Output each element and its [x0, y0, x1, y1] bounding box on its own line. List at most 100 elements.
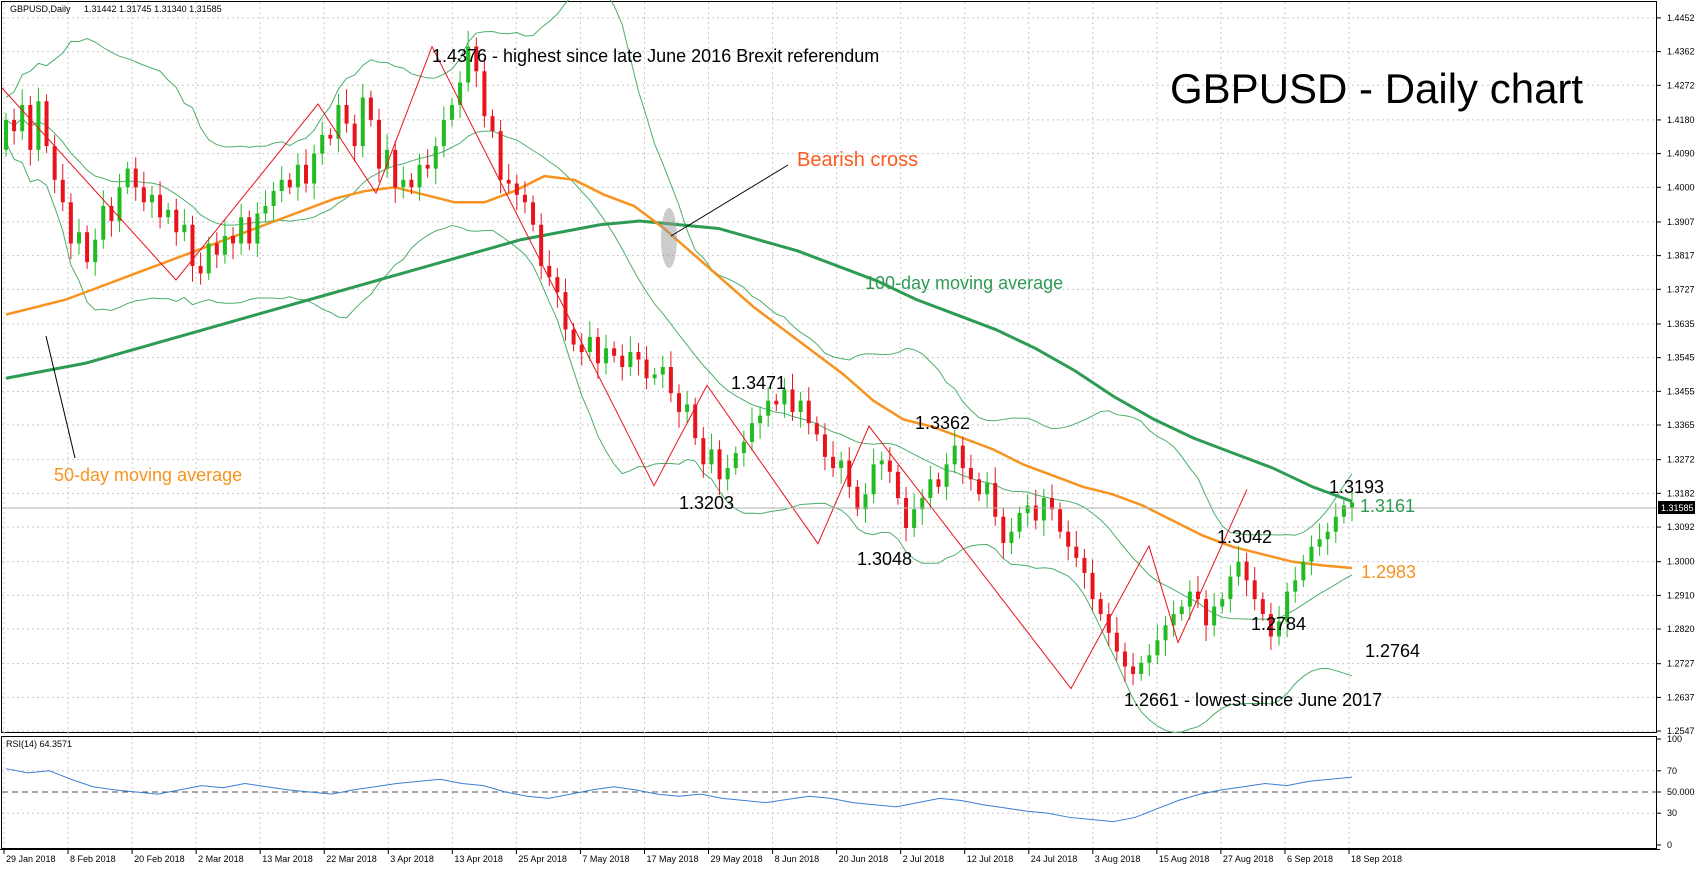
y-tick-label: 1.30000	[1667, 557, 1695, 567]
candle-body	[944, 464, 949, 487]
candle-body	[198, 265, 203, 274]
label-13048: 1.3048	[857, 549, 912, 569]
rsi-y-tick-label: 50.0000	[1667, 787, 1695, 797]
candle-body	[677, 393, 681, 412]
ma50-pointer	[45, 335, 76, 459]
label-12983: 1.2983	[1361, 562, 1416, 582]
x-tick-label: 7 May 2018	[582, 854, 629, 864]
candle-body	[1058, 509, 1063, 532]
label-13161: 1.3161	[1360, 496, 1415, 516]
current-price-tag	[1658, 501, 1695, 514]
candle-body	[1301, 561, 1306, 581]
candle-body	[352, 123, 357, 147]
label-13471: 1.3471	[731, 373, 786, 393]
candle-body	[385, 149, 390, 169]
main-chart-frame	[1, 1, 1657, 733]
candle-body	[441, 119, 446, 147]
zigzag-path	[1, 45, 1248, 690]
candle-body	[125, 168, 130, 188]
candle-body	[1049, 498, 1054, 510]
candle-body	[604, 348, 609, 364]
y-tick-label: 1.41800	[1667, 115, 1695, 125]
candle-body	[831, 456, 836, 469]
candle-body	[1001, 516, 1006, 543]
candle-body	[782, 389, 787, 405]
candle-body	[1325, 531, 1330, 540]
candle-body	[1285, 591, 1290, 622]
candle-body	[109, 206, 114, 221]
candle-body	[1131, 666, 1136, 674]
candle-body	[709, 449, 714, 465]
candle-body	[85, 232, 90, 263]
rsi-y-tick-label: 0	[1667, 840, 1672, 850]
x-tick-label: 29 May 2018	[711, 854, 763, 864]
candle-body	[612, 348, 617, 356]
candle-body	[814, 423, 819, 435]
candle-body	[76, 232, 81, 244]
x-tick-label: 8 Feb 2018	[70, 854, 116, 864]
current-price-value: 1.31585	[1661, 503, 1694, 513]
candle-body	[1122, 651, 1127, 667]
y-tick-label: 1.42725	[1667, 80, 1695, 90]
candle-body	[579, 344, 584, 353]
candle-body	[287, 179, 292, 188]
y-tick-label: 1.37275	[1667, 284, 1695, 294]
candle-body	[758, 415, 763, 424]
x-tick-label: 20 Jun 2018	[839, 854, 889, 864]
x-tick-label: 17 May 2018	[646, 854, 698, 864]
candle-body	[449, 104, 454, 120]
candle-body	[376, 119, 381, 169]
candle-body	[620, 355, 625, 367]
label-12764: 1.2764	[1365, 641, 1420, 661]
candle-body	[1293, 580, 1298, 592]
y-tick-label: 1.36350	[1667, 319, 1695, 329]
bearish-cross-label: Bearish cross	[797, 149, 918, 171]
candle-body	[822, 434, 827, 457]
candle-body	[279, 179, 284, 192]
candle-body	[1277, 621, 1282, 637]
candle-body	[93, 239, 98, 263]
x-tick-label: 6 Sep 2018	[1287, 854, 1333, 864]
y-tick-label: 1.34550	[1667, 386, 1695, 396]
candle-body	[141, 187, 146, 203]
candle-body	[839, 460, 844, 469]
candle-body	[36, 101, 41, 150]
candle-body	[117, 187, 122, 221]
rsi-indicator: 100 70 50.0000 30 0	[2, 734, 1695, 850]
candle-body	[547, 265, 552, 278]
candle-body	[806, 400, 811, 424]
x-tick-label: 25 Apr 2018	[518, 854, 567, 864]
candle-body	[514, 183, 519, 195]
rsi-label: RSI(14) 64.3571	[6, 739, 72, 749]
candle-body	[985, 483, 990, 495]
candle-body	[458, 82, 463, 105]
candle-body	[247, 217, 252, 244]
candle-body	[1033, 505, 1038, 521]
bollinger-bands	[5, 0, 1353, 733]
candle-body	[1114, 632, 1119, 652]
candle-body	[798, 400, 803, 412]
y-tick-label: 1.38175	[1667, 251, 1695, 261]
x-tick-label: 22 Mar 2018	[326, 854, 377, 864]
y-tick-label: 1.28200	[1667, 624, 1695, 634]
upper-band	[5, 0, 1353, 536]
y-tick-label: 1.35450	[1667, 353, 1695, 363]
candle-body	[977, 479, 982, 495]
candle-body	[555, 277, 560, 293]
candle-body	[52, 146, 57, 180]
candle-body	[725, 468, 730, 480]
candle-body	[182, 224, 187, 233]
candle-body	[360, 97, 365, 147]
x-tick-label: 12 Jul 2018	[967, 854, 1014, 864]
candle-body	[717, 449, 722, 480]
x-tick-label: 3 Aug 2018	[1095, 854, 1141, 864]
candle-body	[766, 400, 771, 416]
candle-body	[328, 134, 333, 139]
middle-band	[5, 118, 1353, 620]
rsi-line	[5, 768, 1353, 823]
candle-body	[912, 509, 917, 528]
rsi-panel-frame	[1, 736, 1657, 849]
candle-body	[401, 179, 406, 188]
peak-label: 1.4376 - highest since late June 2016 Br…	[432, 46, 879, 66]
